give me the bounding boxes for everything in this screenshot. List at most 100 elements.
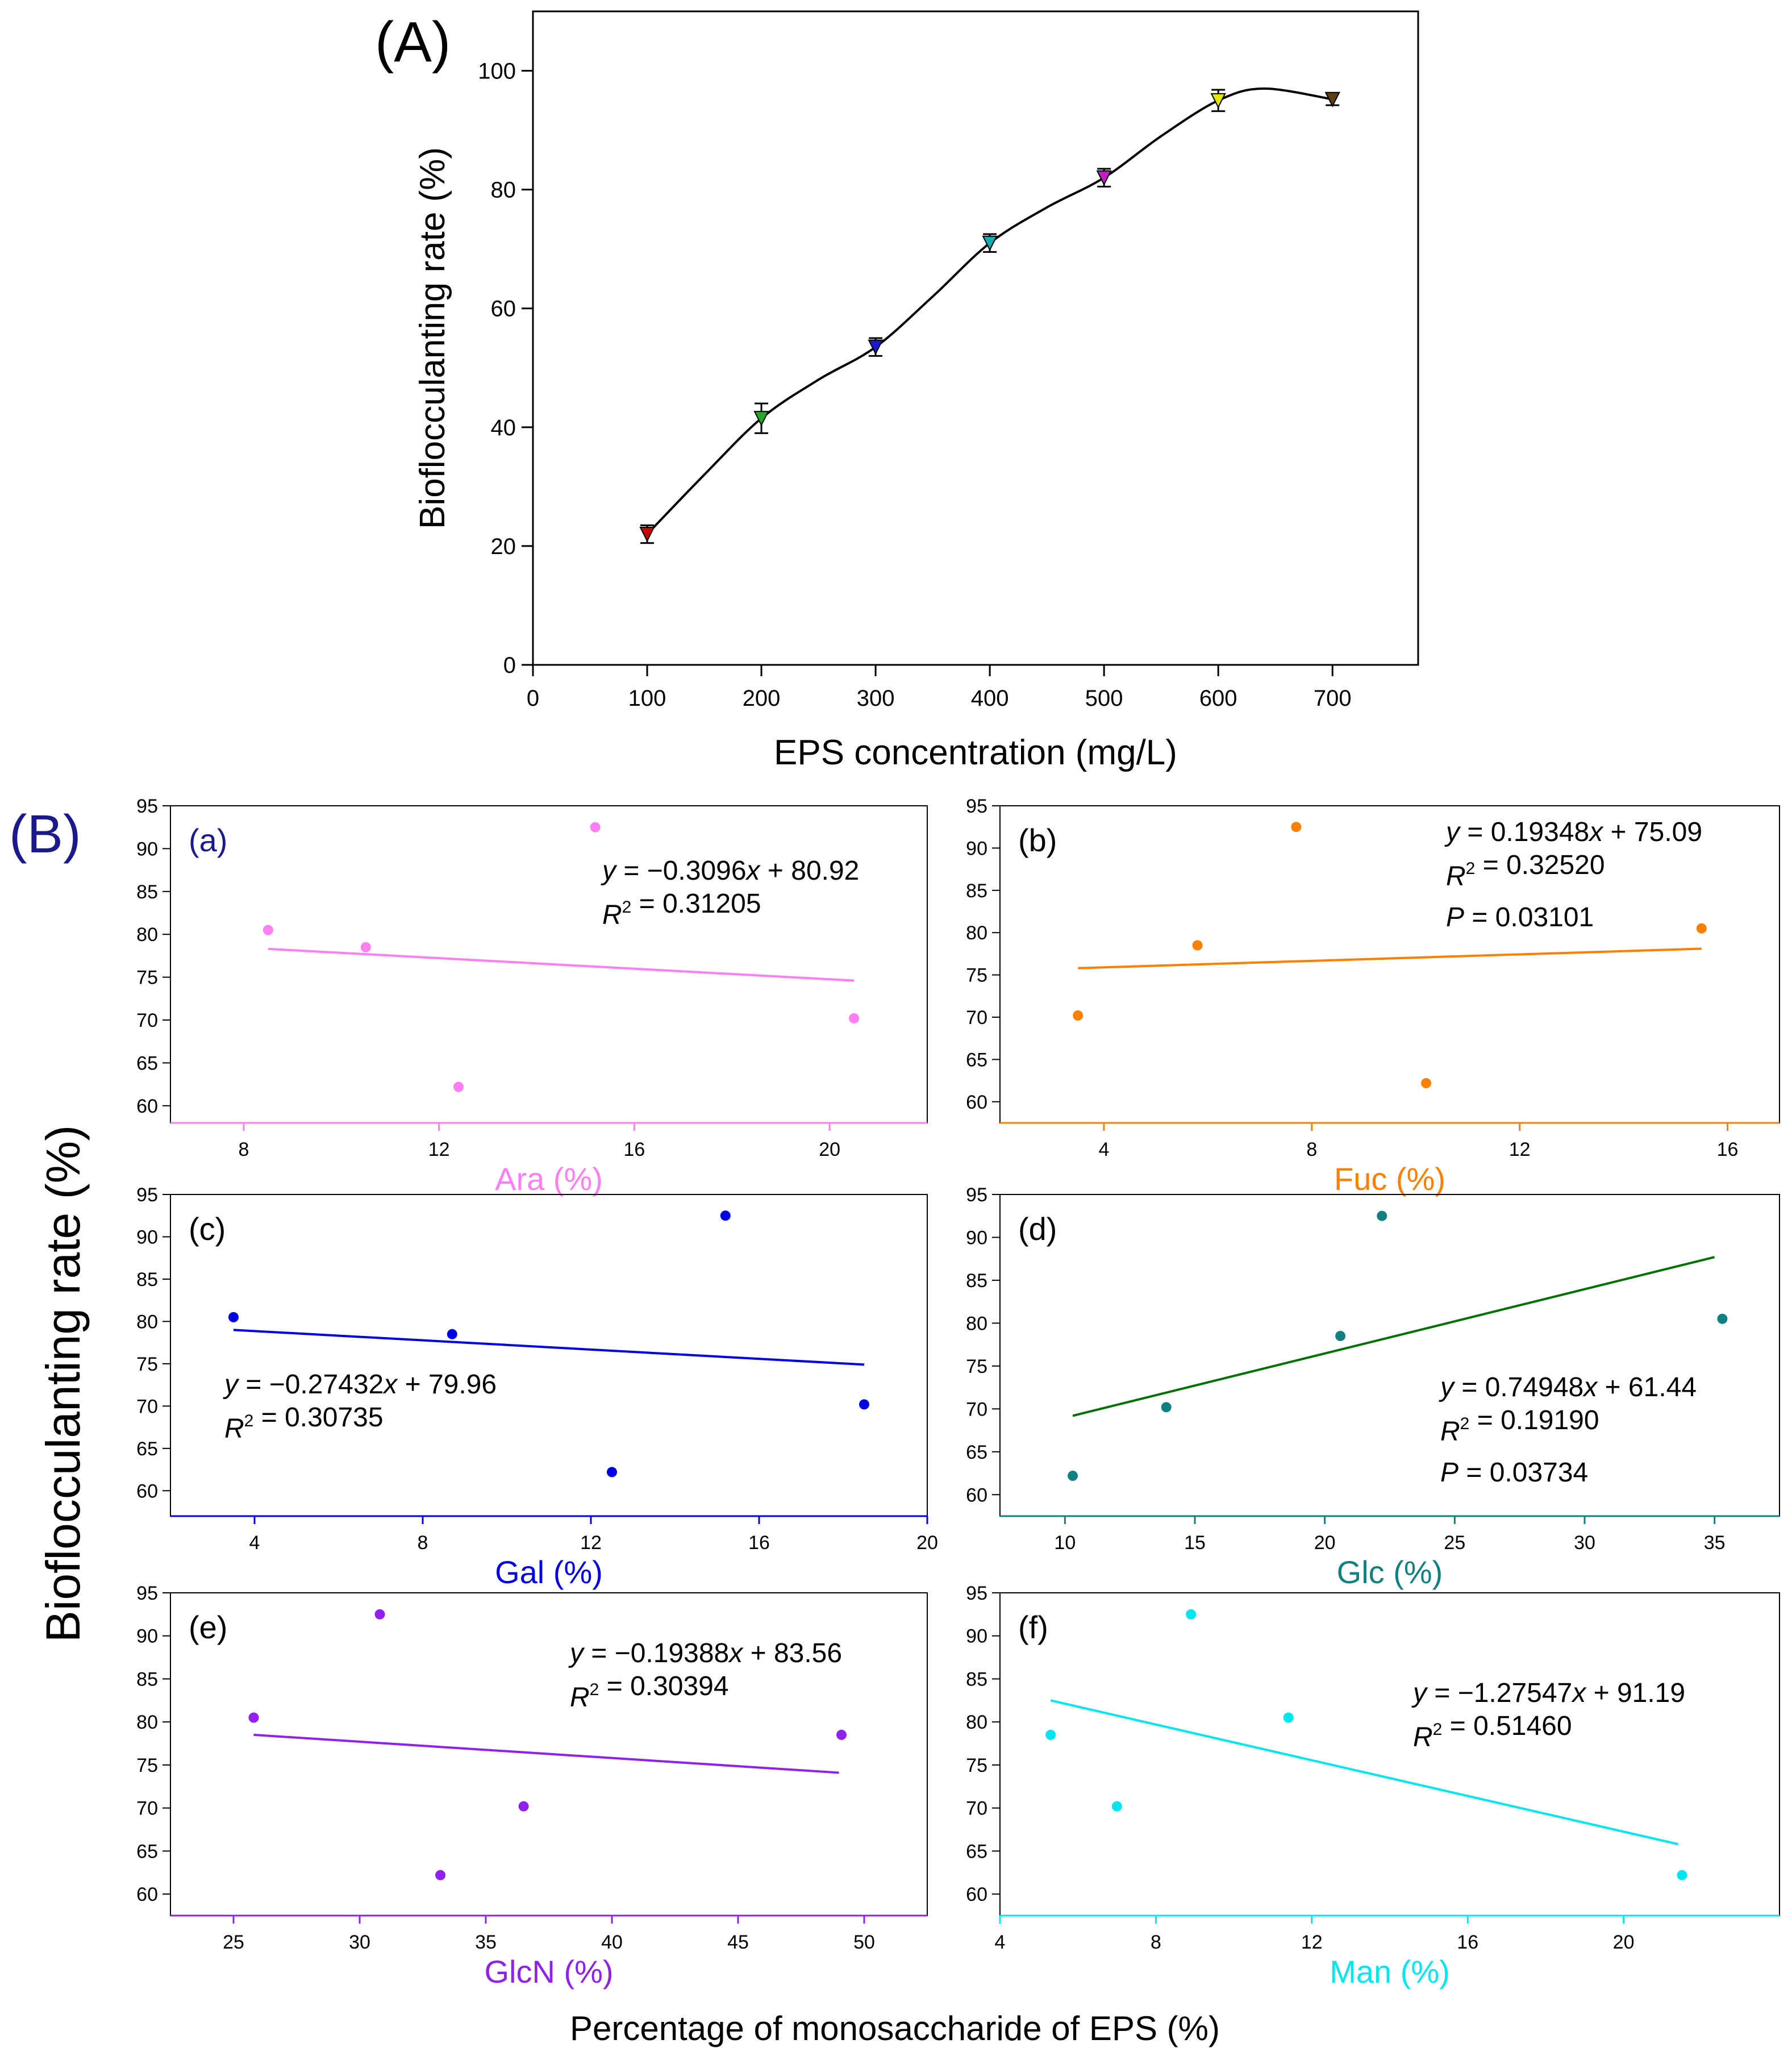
chart-c-x-axis-label: Gal (%) [495, 1554, 603, 1590]
chart-d-data-point [1335, 1331, 1346, 1342]
chart-f-r-squared: R2 = 0.51460 [1413, 1711, 1572, 1753]
chart-e-y-tick-label: 85 [136, 1668, 158, 1690]
chart-a-x-tick-label: 600 [1199, 686, 1237, 711]
chart-b-y-tick-label: 75 [966, 965, 987, 986]
chart-f-y-tick-label: 65 [966, 1841, 987, 1862]
chart-c-data-point [859, 1399, 869, 1410]
chart-a-data-point [982, 235, 998, 251]
chart-e-y-tick-label: 75 [136, 1755, 158, 1776]
chart-a-x-tick-label: 8 [238, 1139, 249, 1160]
chart-f-x-axis-label: Man (%) [1330, 1954, 1450, 1989]
chart-e-y-tick-label: 65 [136, 1841, 158, 1862]
chart-d-data-point [1161, 1402, 1172, 1413]
chart-d-y-tick-label: 80 [966, 1313, 987, 1334]
chart-f-x-tick-label: 20 [1613, 1932, 1635, 1953]
chart-a-frame [532, 10, 1419, 666]
chart-a-y-tick-label: 80 [136, 924, 158, 946]
chart-b-y-tick-label: 65 [966, 1049, 987, 1071]
chart-b-y-tick-label: 80 [966, 922, 987, 944]
chart-d-fit-line [1072, 1256, 1715, 1417]
chart-d-x-tick-label: 20 [1314, 1532, 1336, 1554]
chart-d-equation: y = 0.74948x + 61.44 [1439, 1372, 1697, 1402]
chart-a-data-point [360, 942, 371, 952]
chart-d-x-tick-label: 30 [1574, 1532, 1595, 1554]
chart-d-x-tick-label: 15 [1184, 1532, 1206, 1554]
chart-c-data-point [447, 1329, 457, 1339]
chart-e-x-tick-label: 30 [349, 1932, 370, 1953]
chart-e-data-point [248, 1712, 259, 1723]
chart-f-y-tick-label: 95 [966, 1583, 987, 1604]
chart-c-y-tick-label: 70 [136, 1396, 158, 1417]
chart-d-data-point [1377, 1210, 1387, 1221]
chart-b-fit-line [1078, 947, 1702, 969]
chart-b-data-point [1421, 1078, 1432, 1089]
chart-c-y-tick-label: 95 [136, 1184, 158, 1206]
chart-f-data-point [1045, 1729, 1056, 1740]
chart-a-x-tick-label: 100 [628, 686, 666, 711]
chart-c-y-tick-label: 60 [136, 1480, 158, 1502]
chart-e-equation: y = −0.19388x + 83.56 [568, 1638, 842, 1668]
chart-f-x-tick-label: 8 [1151, 1932, 1161, 1953]
chart-a-data-point [262, 925, 273, 935]
chart-a-y-tick-label: 40 [491, 415, 516, 440]
chart-f-frame [999, 1592, 1780, 1916]
chart-b-x-tick-label: 12 [1509, 1139, 1531, 1160]
chart-c-frame [170, 1194, 928, 1517]
chart-f-equation: y = −1.27547x + 91.19 [1411, 1678, 1685, 1708]
chart-f-y-tick-label: 85 [966, 1668, 987, 1690]
chart-b-y-tick-label: 95 [966, 796, 987, 817]
chart-a-x-axis-label: EPS concentration (mg/L) [774, 733, 1177, 772]
panel-b-label: (B) [9, 804, 81, 864]
chart-b-panel-label: (b) [1018, 822, 1057, 858]
chart-d-y-tick-label: 60 [966, 1484, 987, 1506]
chart-d-x-tick-label: 10 [1054, 1532, 1076, 1554]
chart-b-equation: y = 0.19348x + 75.09 [1444, 817, 1702, 847]
chart-d-x-tick-label: 35 [1704, 1532, 1726, 1554]
chart-f-y-tick-label: 70 [966, 1798, 987, 1820]
chart-d-y-tick-label: 85 [966, 1270, 987, 1292]
shared-y-axis-label: Bioflocculanting rate (%) [36, 1125, 90, 1642]
chart-b-frame [999, 805, 1780, 1123]
chart-a-x-tick-label: 300 [857, 686, 895, 711]
chart-d-y-tick-label: 70 [966, 1398, 987, 1420]
chart-d-y-tick-label: 65 [966, 1442, 987, 1463]
chart-c-y-tick-label: 90 [136, 1226, 158, 1248]
chart-a-x-tick-label: 700 [1314, 686, 1352, 711]
chart-d-data-point [1717, 1313, 1728, 1324]
chart-f-fit-line [1050, 1699, 1679, 1846]
chart-d-x-axis-label: Glc (%) [1337, 1554, 1443, 1590]
chart-e-y-tick-label: 70 [136, 1798, 158, 1820]
chart-b-p-value: P = 0.03101 [1446, 902, 1594, 933]
chart-a-y-axis-label: Bioflocculanting rate (%) [413, 147, 452, 529]
chart-a-x-tick-label: 12 [428, 1139, 450, 1160]
chart-a-data-point [1324, 91, 1340, 107]
chart-e-y-tick-label: 80 [136, 1712, 158, 1733]
chart-a-y-tick-label: 60 [491, 297, 516, 322]
chart-a-y-tick-label: 20 [491, 534, 516, 559]
chart-a-data-point [590, 822, 601, 832]
chart-a-x-tick-label: 0 [527, 686, 539, 711]
chart-e-y-tick-label: 60 [136, 1884, 158, 1905]
chart-f-y-tick-label: 80 [966, 1712, 987, 1733]
chart-a: 8 12 16 20 60 65 70 75 80 85 90 95 Ara (%) (a) y = −0.… [136, 796, 928, 1197]
chart-a-data-point [753, 411, 769, 427]
chart-b-y-tick-label: 90 [966, 838, 987, 859]
chart-c-y-tick-label: 80 [136, 1311, 158, 1333]
chart-b-x-axis-label: Fuc (%) [1334, 1161, 1445, 1197]
chart-f-data-point [1111, 1801, 1122, 1812]
chart-d-data-point [1068, 1471, 1078, 1481]
chart-f-y-tick-label: 60 [966, 1884, 987, 1905]
chart-a-r-squared: R2 = 0.31205 [602, 889, 761, 930]
chart-c-fit-line [233, 1329, 865, 1366]
chart-d-frame [999, 1194, 1780, 1517]
chart-b-data-point [1192, 940, 1203, 951]
chart-e-data-point [435, 1870, 446, 1880]
chart-a-y-tick-label: 70 [136, 1010, 158, 1031]
chart-c-x-tick-label: 4 [249, 1532, 260, 1554]
chart-c-panel-label: (c) [189, 1211, 226, 1247]
chart-a-fit-curve [646, 87, 1333, 535]
chart-b-y-tick-label: 70 [966, 1007, 987, 1029]
chart-a-data-point [639, 527, 655, 543]
chart-b-data-point [1073, 1010, 1083, 1021]
